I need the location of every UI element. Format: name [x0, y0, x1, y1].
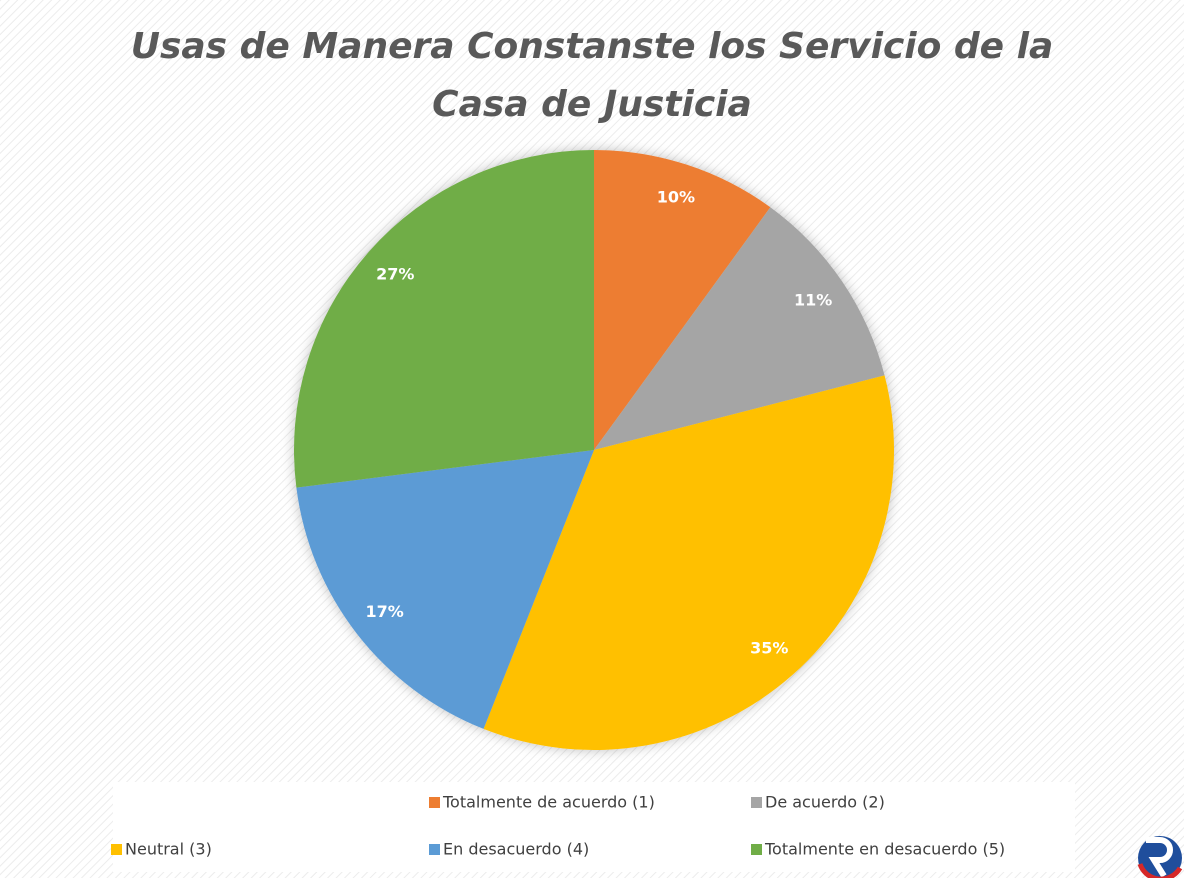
chart-title: Usas de Manera Constanste los Servicio d…: [130, 26, 1054, 125]
pie-slice: [483, 375, 894, 750]
pie-slice: [594, 150, 771, 450]
legend-swatch: [111, 844, 122, 855]
data-label: 10%: [657, 187, 695, 206]
data-label: 35%: [750, 638, 788, 657]
pie-slice: [294, 150, 594, 488]
legend-swatch: [429, 844, 440, 855]
data-label: 27%: [376, 264, 414, 283]
legend-label: Neutral (3): [125, 840, 212, 859]
legend-label: Totalmente en desacuerdo (5): [764, 840, 1005, 859]
pie-slice: [296, 450, 594, 729]
logo: [1137, 836, 1183, 878]
legend-swatch: [751, 844, 762, 855]
legend-background: [113, 782, 1075, 872]
legend-swatch: [429, 797, 440, 808]
pie-slice: [594, 207, 885, 450]
legend-label: Totalmente de acuerdo (1): [442, 793, 655, 812]
legend-label: En desacuerdo (4): [443, 840, 589, 859]
data-label: 11%: [794, 291, 832, 310]
legend-swatch: [751, 797, 762, 808]
data-label: 17%: [365, 602, 403, 621]
pie: [294, 150, 894, 750]
legend-label: De acuerdo (2): [765, 793, 885, 812]
